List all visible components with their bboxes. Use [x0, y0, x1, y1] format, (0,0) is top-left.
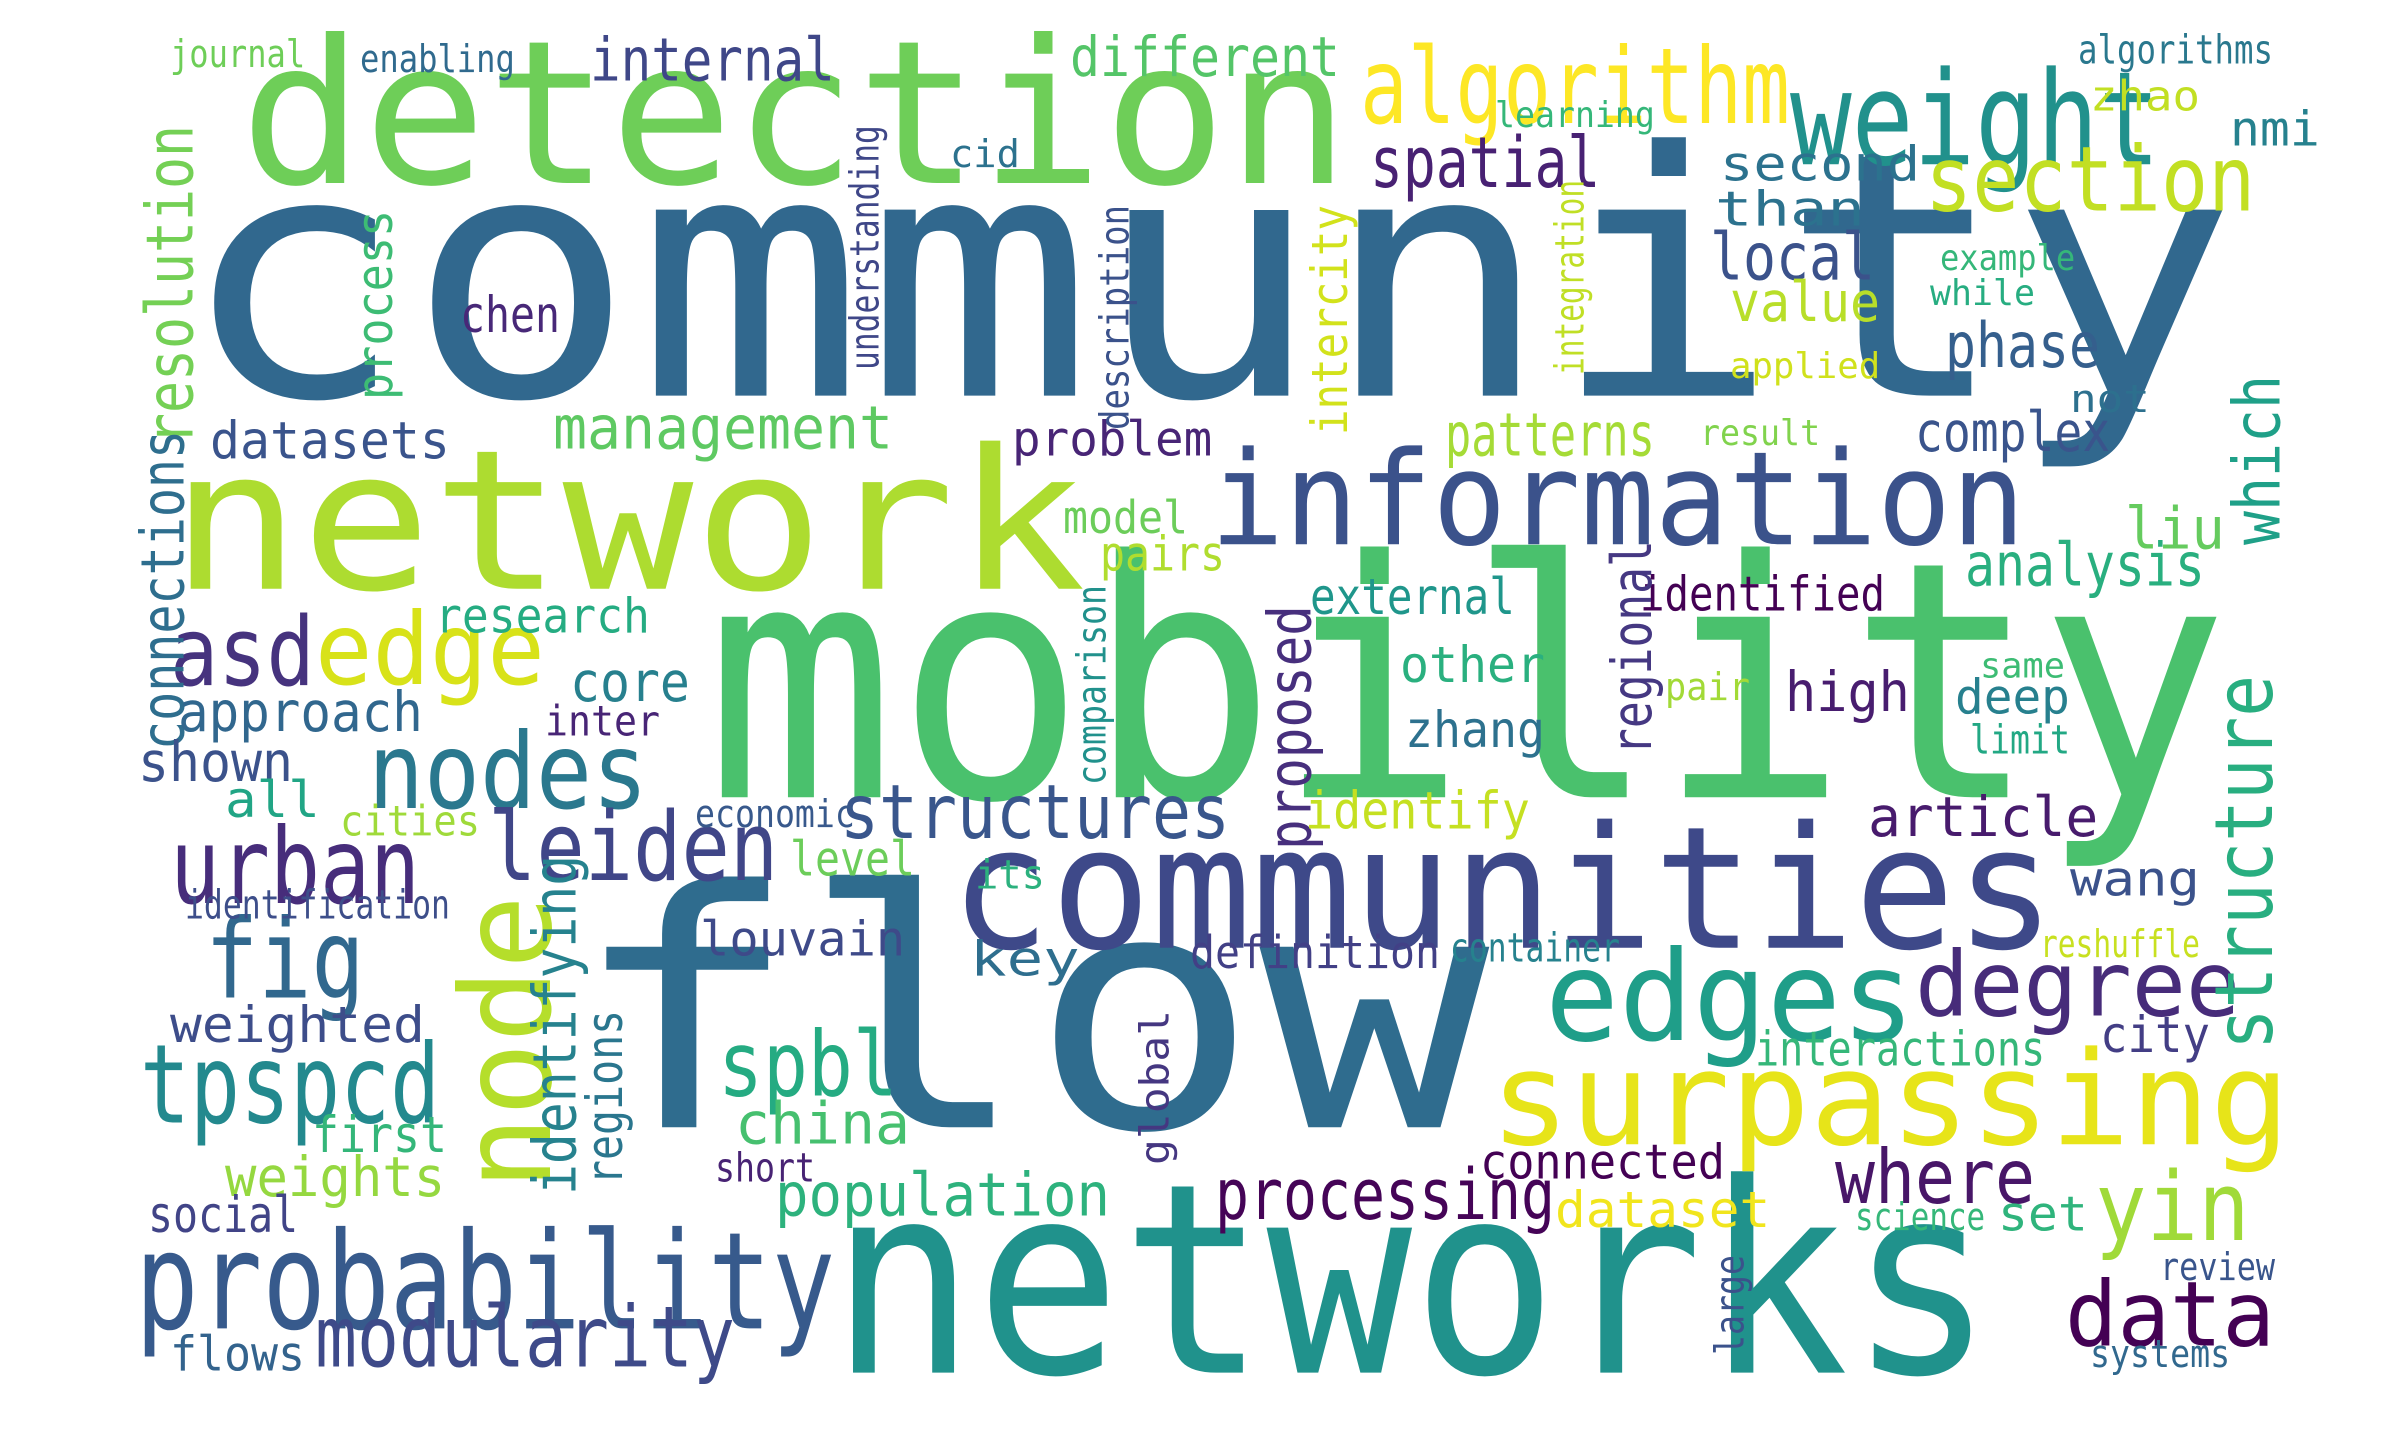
word-regional: regional — [1605, 540, 1660, 755]
word-dataset: dataset — [1555, 1185, 1770, 1235]
word-systems: systems — [2090, 1335, 2230, 1373]
word-external: external — [1310, 572, 1515, 622]
word-applied: applied — [1730, 348, 1880, 384]
word-patterns: patterns — [1445, 405, 1655, 465]
word-algorithms: algorithms — [2078, 30, 2273, 70]
word-understanding: understanding — [845, 125, 885, 370]
word-different: different — [1070, 30, 1340, 85]
word-identification: identification — [185, 885, 450, 925]
word-review: review — [2160, 1248, 2275, 1286]
word-definition: definition — [1190, 930, 1440, 975]
word-container: container — [1450, 928, 1620, 968]
word-level: level — [790, 835, 915, 883]
word-chen: chen — [460, 290, 560, 340]
word-high: high — [1785, 665, 1910, 720]
word-flows: flows — [170, 1330, 305, 1378]
word-while: while — [1930, 275, 2035, 311]
word-identify: identify — [1305, 785, 1530, 837]
word-comparison: comparison — [1072, 585, 1112, 785]
word-datasets: datasets — [210, 415, 450, 467]
word-regions: regions — [580, 1010, 630, 1185]
word-structure: structure — [2205, 675, 2285, 1050]
word-science: science — [1855, 1198, 1985, 1236]
word-modularity: modularity — [315, 1295, 735, 1380]
word-management: management — [553, 398, 893, 458]
word-large: large — [1710, 1255, 1750, 1355]
word-journal: journal — [170, 35, 305, 73]
word-global: global — [1135, 1010, 1175, 1165]
word-zhang: zhang — [1405, 705, 1545, 755]
word-liu: liu — [2125, 500, 2225, 558]
word-result: result — [1700, 415, 1820, 451]
word-population: population — [775, 1165, 1110, 1225]
word-pair: pair — [1665, 668, 1750, 706]
word-value: value — [1730, 275, 1880, 330]
word-short: short — [715, 1148, 815, 1188]
word-intercity: intercity — [1305, 205, 1355, 435]
word-not: not — [2070, 380, 2150, 418]
word-economic: economic — [695, 795, 855, 833]
word-other: other — [1400, 640, 1545, 690]
word-all: all — [225, 775, 320, 825]
word-cid: cid — [950, 135, 1020, 173]
word-phase: phase — [1945, 315, 2100, 377]
word-cloud: community detection network mobility flow net… — [0, 0, 2400, 1400]
word-inter: inter — [545, 700, 660, 742]
word-reshuffle: reshuffle — [2040, 925, 2200, 963]
word-research: research — [435, 592, 650, 640]
word-description: description — [1095, 205, 1135, 430]
word-set: set — [1998, 1190, 2088, 1238]
word-article: article — [1868, 790, 2098, 845]
word-example: example — [1940, 240, 2075, 276]
word-model: model — [1063, 495, 1188, 540]
word-nmi: nmi — [2230, 105, 2320, 153]
word-interactions: interactions — [1755, 1025, 2045, 1073]
word-learning: learning — [1495, 97, 1655, 133]
word-than: than — [1715, 185, 1865, 233]
word-which: which — [2225, 375, 2290, 545]
word-identified: identified — [1640, 570, 1885, 618]
word-limit: limit — [1970, 720, 2070, 760]
word-same: same — [1980, 648, 2065, 683]
word-louvain: louvain — [700, 915, 905, 963]
word-section: section — [1925, 135, 2255, 225]
word-connected: connected — [1480, 1138, 1725, 1186]
word-process: process — [350, 210, 400, 400]
word-its: its — [975, 855, 1045, 895]
word-zhao: zhao — [2090, 75, 2200, 117]
word-weighted: weighted — [170, 1000, 425, 1050]
word-integration: integration — [1550, 180, 1590, 375]
word-social: social — [148, 1190, 298, 1240]
word-resolution: resolution — [138, 125, 203, 445]
word-key: key — [970, 935, 1080, 983]
word-yin: yin — [2095, 1160, 2250, 1255]
word-wang: wang — [2070, 855, 2200, 903]
word-cities: cities — [340, 800, 480, 842]
word-enabling: enabling — [360, 40, 515, 78]
word-city: city — [2100, 1010, 2210, 1060]
word-internal: internal — [590, 30, 835, 90]
